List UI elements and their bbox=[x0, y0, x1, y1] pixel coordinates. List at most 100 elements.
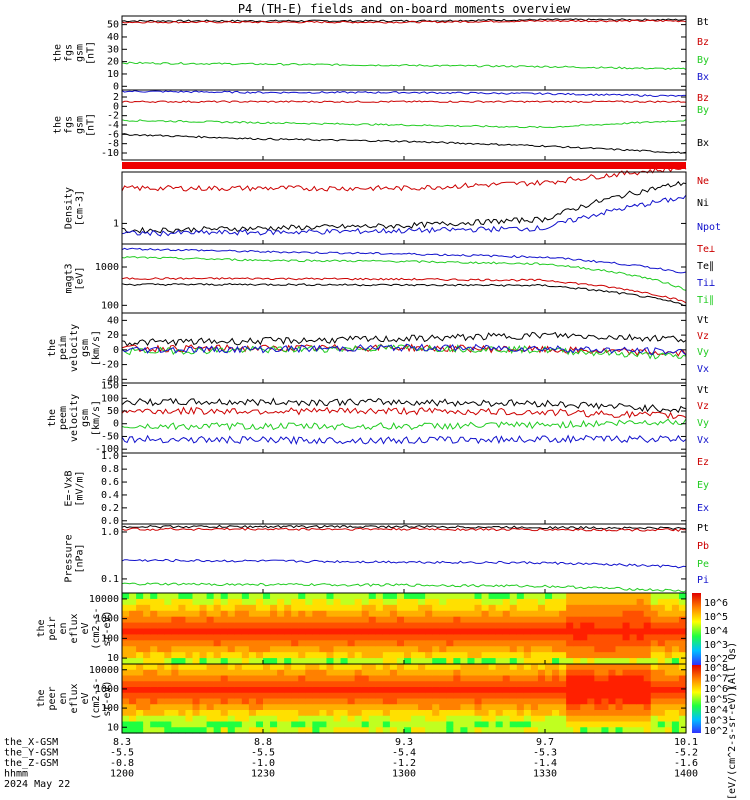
spectrogram-cell bbox=[375, 616, 384, 624]
spectrogram-cell bbox=[481, 704, 490, 711]
spectrogram-cell bbox=[241, 692, 250, 700]
spectrogram-cell bbox=[164, 598, 172, 606]
spectrogram-cell bbox=[340, 710, 349, 717]
spectrogram-cell bbox=[530, 727, 539, 734]
spectrogram-cell bbox=[157, 710, 165, 717]
spectrogram-cell bbox=[664, 598, 673, 606]
spectrogram-cell bbox=[368, 710, 377, 717]
spectrogram-cell bbox=[227, 692, 236, 700]
spectrogram-cell bbox=[129, 598, 137, 606]
spectrogram-cell bbox=[545, 727, 553, 734]
spectrogram-cell bbox=[298, 664, 306, 671]
spectrogram-cell bbox=[326, 640, 335, 647]
spectrogram-cell bbox=[439, 593, 447, 600]
spectrogram-cell bbox=[150, 681, 158, 688]
spectrogram-cell bbox=[566, 704, 574, 711]
spectrogram-cell bbox=[150, 634, 158, 641]
spectrogram-cell bbox=[643, 616, 652, 624]
spectrogram-cell bbox=[516, 604, 525, 612]
spectrogram-cell bbox=[495, 710, 504, 717]
spectrogram-cell bbox=[375, 658, 384, 665]
spectrogram-cell bbox=[474, 675, 483, 682]
spectrogram-cell bbox=[636, 634, 645, 641]
spectrogram-cell bbox=[664, 698, 673, 705]
spectrogram-cell bbox=[530, 692, 539, 700]
spectrogram-cell bbox=[157, 593, 165, 600]
spectrogram-cell bbox=[122, 681, 130, 688]
spectrogram-cell bbox=[319, 664, 328, 671]
spectrogram-cell bbox=[361, 692, 370, 700]
spectrogram-cell bbox=[220, 604, 229, 612]
spectrogram-cell bbox=[678, 610, 687, 618]
spectrogram-cell bbox=[326, 692, 335, 700]
spectrogram-cell bbox=[291, 616, 299, 624]
spectrogram-cell bbox=[657, 664, 666, 671]
spectrogram-cell bbox=[573, 640, 581, 647]
spectrogram-cell bbox=[643, 698, 652, 705]
spectrogram-cell bbox=[664, 616, 673, 624]
spectrogram-cell bbox=[537, 681, 546, 688]
spectrogram-cell bbox=[213, 634, 222, 641]
spectrogram-cell bbox=[129, 681, 137, 688]
spectrogram-cell bbox=[312, 692, 320, 700]
spectrogram-cell bbox=[213, 658, 222, 665]
spectrogram-cell bbox=[580, 727, 588, 734]
spectrogram-cell bbox=[636, 692, 645, 700]
spectrogram-cell bbox=[277, 634, 285, 641]
spectrogram-cell bbox=[509, 710, 518, 717]
spectrogram-cell bbox=[396, 593, 405, 600]
spectrogram-cell bbox=[615, 604, 624, 612]
spectrogram-cell bbox=[474, 715, 483, 723]
spectrogram-cell bbox=[396, 715, 405, 723]
spectrogram-cell bbox=[460, 604, 469, 612]
spectrogram-cell bbox=[227, 710, 236, 717]
spectrogram-cell bbox=[129, 622, 137, 630]
spectrogram-cell bbox=[361, 669, 370, 677]
spectrogram-cell bbox=[185, 610, 194, 618]
spectrogram-cell bbox=[206, 727, 215, 734]
x-row-value: -1.2 bbox=[392, 758, 416, 769]
spectrogram-cell bbox=[601, 687, 610, 694]
spectrogram-cell bbox=[474, 681, 483, 688]
spectrogram-cell bbox=[122, 622, 130, 630]
spectrogram-cell bbox=[601, 704, 610, 711]
spectrogram-cell bbox=[340, 664, 349, 671]
spectrogram-cell bbox=[495, 640, 504, 647]
spectrogram-cell bbox=[509, 664, 518, 671]
spectrogram-cell bbox=[263, 610, 271, 618]
spectrogram-cell bbox=[559, 698, 567, 705]
spectrogram-cell bbox=[566, 727, 574, 734]
spectrogram-cell bbox=[650, 727, 659, 734]
spectrogram-cell bbox=[220, 710, 229, 717]
spectrogram-cell bbox=[636, 715, 645, 723]
spectrogram-cell bbox=[389, 622, 398, 630]
spectrogram-cell bbox=[587, 727, 595, 734]
spectrogram-cell bbox=[488, 646, 497, 653]
spectrogram-cell bbox=[389, 640, 398, 647]
spectrogram-cell bbox=[396, 634, 405, 641]
spectrogram-cell bbox=[552, 640, 560, 647]
spectrogram-cell bbox=[587, 704, 595, 711]
spectrogram-cell bbox=[192, 640, 201, 647]
spectrogram-cell bbox=[298, 681, 306, 688]
spectrogram-cell bbox=[509, 604, 518, 612]
spectrogram-cell bbox=[206, 610, 215, 618]
spectrogram-cell bbox=[227, 598, 236, 606]
spectrogram-cell bbox=[291, 727, 299, 734]
spectrogram-cell bbox=[192, 616, 201, 624]
spectrogram-cell bbox=[340, 698, 349, 705]
spectrogram-cell bbox=[495, 664, 504, 671]
spectrogram-cell bbox=[545, 593, 553, 600]
spectrogram-cell bbox=[375, 664, 384, 671]
spectrogram-cell bbox=[354, 628, 363, 636]
spectrogram-cell bbox=[284, 604, 292, 612]
y-tick-label: 30 bbox=[107, 44, 119, 55]
spectrogram-cell bbox=[474, 593, 483, 600]
spectrogram-cell bbox=[164, 652, 172, 659]
spectrogram-cell bbox=[389, 704, 398, 711]
spectrogram-cell bbox=[404, 616, 412, 624]
spectrogram-cell bbox=[537, 628, 546, 636]
y-axis-label: eV bbox=[80, 622, 91, 634]
spectrogram-cell bbox=[636, 727, 645, 734]
spectrogram-cell bbox=[277, 610, 285, 618]
